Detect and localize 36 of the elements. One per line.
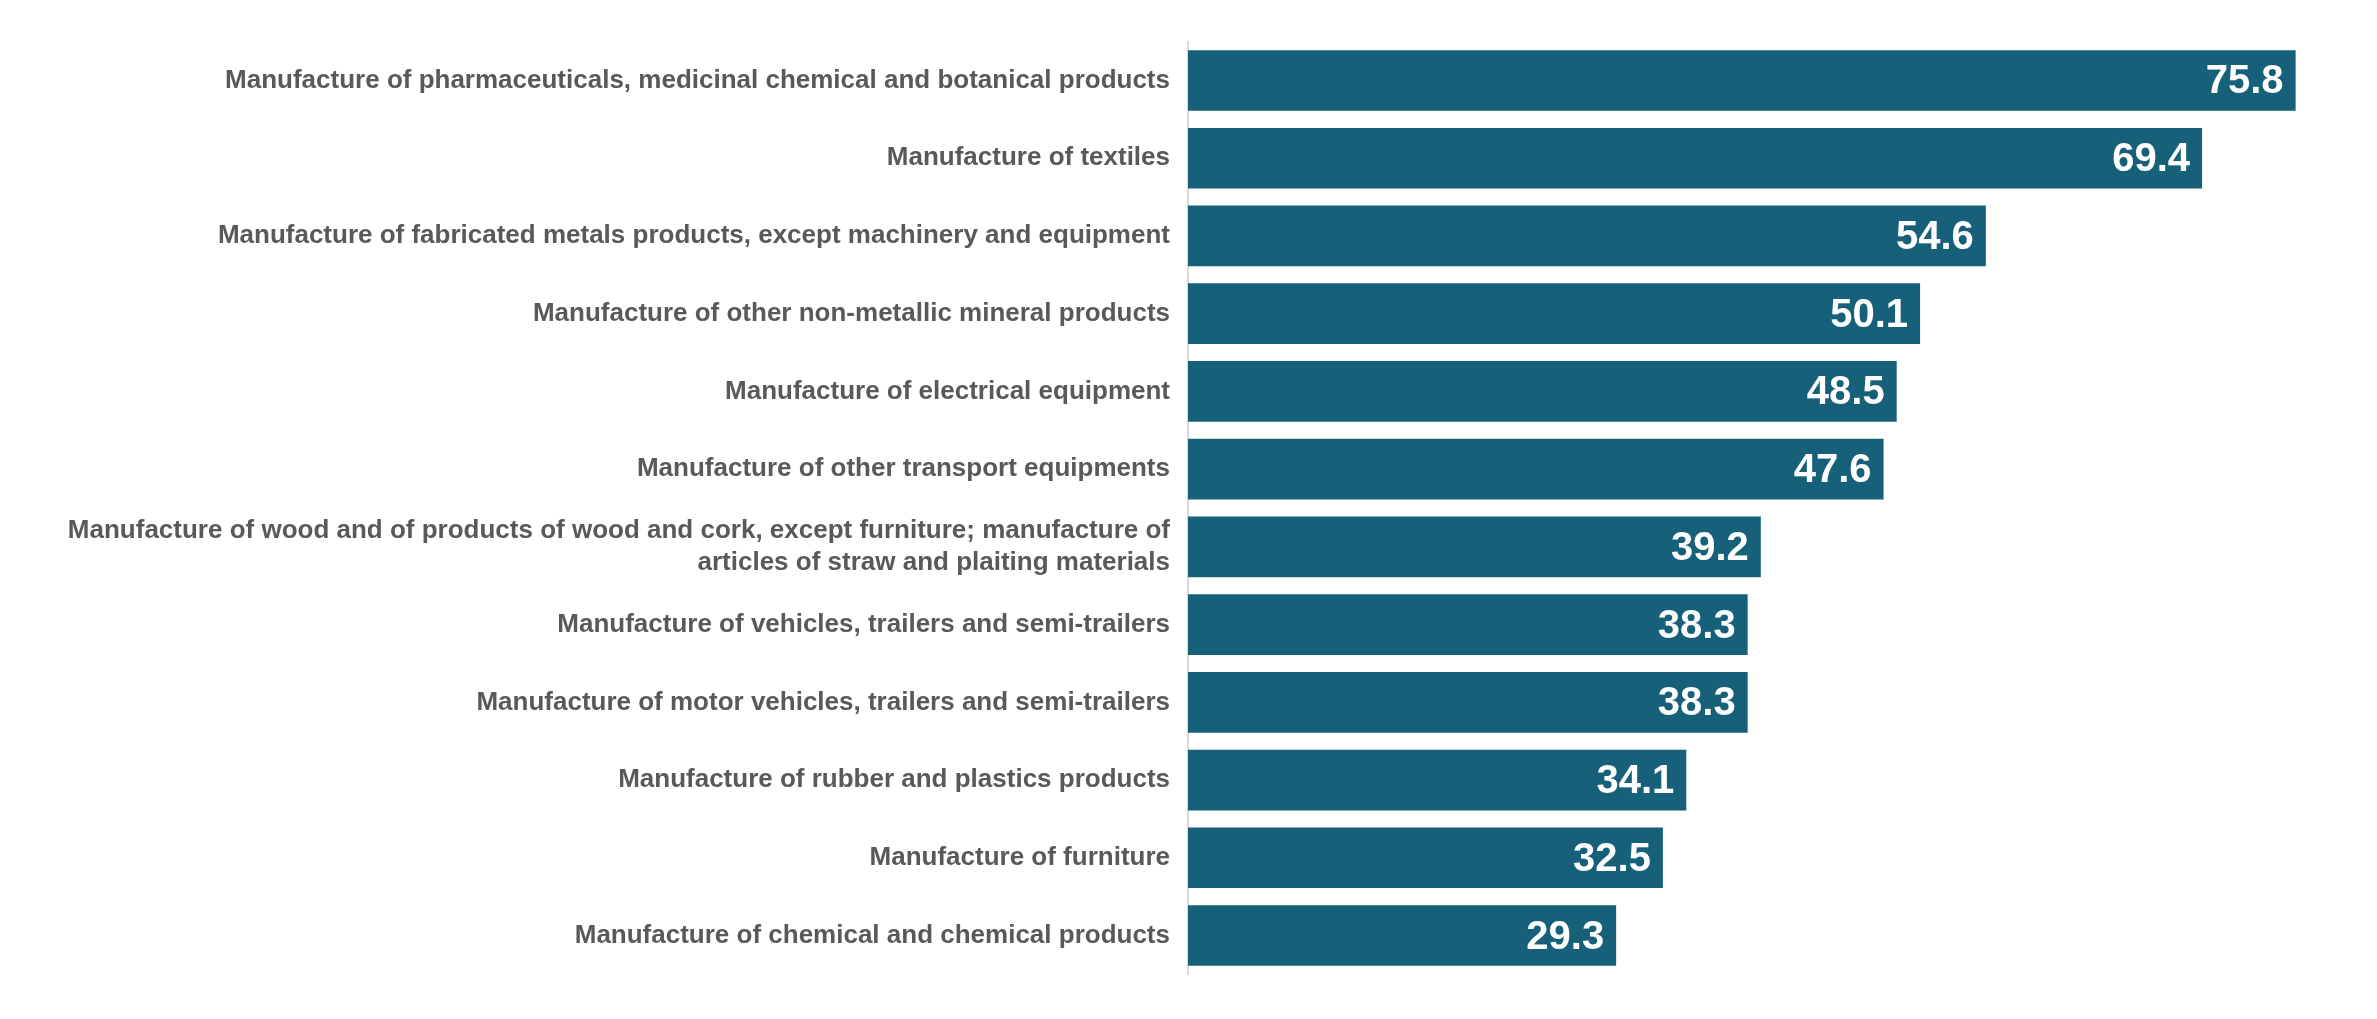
data-label: 32.5: [1573, 834, 1651, 879]
data-label: 39.2: [1670, 523, 1749, 568]
bar: [1188, 905, 1617, 966]
y-tick-label: Manufacture of chemical and chemical products: [574, 918, 1170, 949]
bar: [1188, 127, 2203, 189]
data-label: 48.5: [1806, 368, 1885, 413]
data-label: 34.1: [1596, 757, 1675, 802]
bar: [1188, 283, 1921, 344]
bar: [1188, 516, 1761, 578]
bar: [1188, 594, 1748, 655]
data-label: 54.6: [1895, 212, 1974, 257]
data-label: 50.1: [1830, 290, 1909, 335]
bar: [1188, 749, 1687, 811]
data-label: 47.6: [1793, 446, 1872, 491]
data-label: 29.3: [1526, 912, 1605, 957]
y-tick-label: Manufacture of rubber and plastics products: [618, 763, 1170, 794]
bar: [1188, 438, 1884, 500]
bar: [1188, 361, 1897, 422]
data-label: 75.8: [2205, 57, 2284, 102]
bar: [1188, 205, 1986, 267]
data-label: 69.4: [2112, 135, 2191, 180]
y-tick-label: Manufacture of furniture: [869, 840, 1170, 871]
bar: [1188, 672, 1748, 733]
y-tick-label: Manufacture of motor vehicles, trailers and semi-trailers: [476, 685, 1170, 716]
y-tick-label: Manufacture of fabricated metals products, except machinery and equipment: [217, 219, 1171, 250]
data-label: 38.3: [1657, 601, 1736, 646]
bar: [1188, 827, 1663, 889]
y-tick-label: Manufacture of textiles: [886, 141, 1170, 172]
data-label: 38.3: [1657, 679, 1736, 724]
y-tick-label: Manufacture of electrical equipment: [725, 374, 1171, 405]
y-tick-label: Manufacture of vehicles, trailers and semi-trailers: [557, 607, 1170, 638]
y-tick-label: Manufacture of other non-metallic mineral products: [532, 296, 1170, 327]
y-tick-label: Manufacture of pharmaceuticals, medicinal chemical and botanical products: [225, 63, 1170, 94]
y-tick-label: Manufacture of other transport equipments: [636, 452, 1170, 483]
bar: [1188, 50, 2296, 111]
y-tick-label: Manufacture of wood and of products of wood and cork, except furniture; manufacture of articles of straw and plaiting materials: [67, 514, 1171, 576]
